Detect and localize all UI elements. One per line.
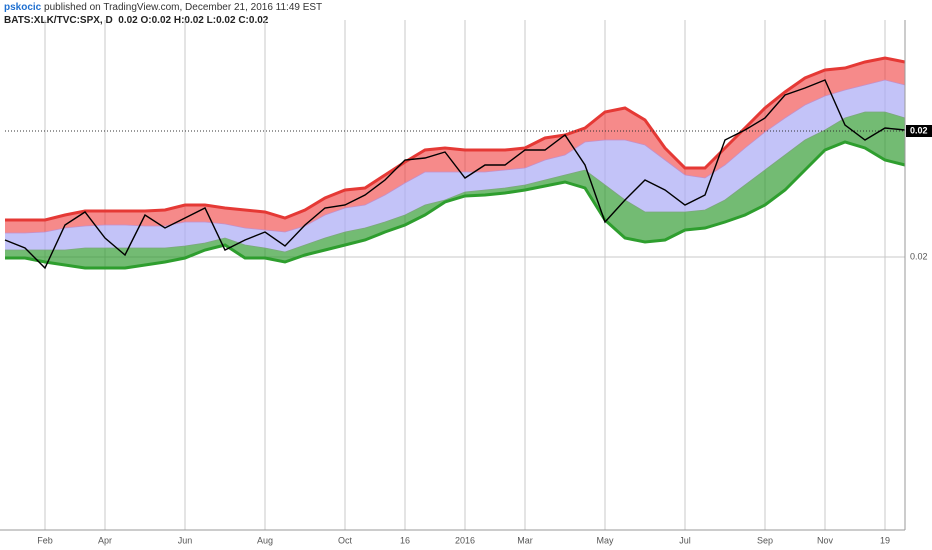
band-fill: [5, 80, 905, 252]
x-tick-label: Jul: [679, 535, 691, 545]
x-tick-label: Apr: [98, 535, 112, 545]
x-tick-label: Mar: [517, 535, 533, 545]
band-line: [5, 56, 906, 222]
band-line: [5, 140, 906, 270]
y-tick-label: 0.02: [910, 251, 928, 261]
symbol-info: BATS:XLK/TVC:SPX, D 0.02 O:0.02 H:0.02 L…: [4, 15, 269, 26]
x-tick-label: 19: [880, 535, 890, 545]
x-tick-label: Oct: [338, 535, 353, 545]
band-line: [5, 79, 906, 234]
band-line: [5, 111, 906, 253]
last-price-box: [906, 125, 932, 137]
x-tick-label: Jun: [178, 535, 193, 545]
x-tick-label: Sep: [757, 535, 773, 545]
header: pskocic published on TradingView.com, De…: [4, 2, 322, 13]
x-tick-label: Nov: [817, 535, 834, 545]
published: published on TradingView.com, December 2…: [44, 2, 323, 13]
price-line: [4, 79, 906, 270]
author[interactable]: pskocic: [4, 2, 42, 13]
x-tick-label: 16: [400, 535, 410, 545]
x-tick-label: 2016: [455, 535, 475, 545]
band-fill: [5, 112, 905, 268]
x-tick-label: May: [596, 535, 614, 545]
x-tick-label: Feb: [37, 535, 53, 545]
x-tick-label: Aug: [257, 535, 273, 545]
last-price-label: 0.02: [910, 125, 928, 135]
